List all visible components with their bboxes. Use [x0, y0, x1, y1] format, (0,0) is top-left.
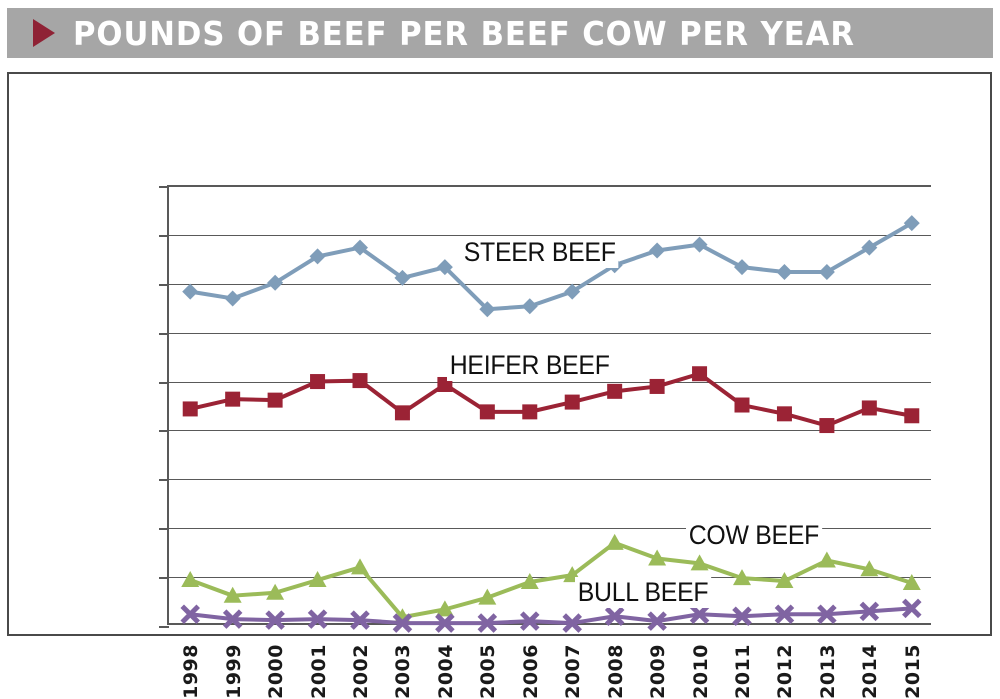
- triangle-right-icon: [33, 19, 55, 47]
- x-axis-label: 2003: [392, 644, 415, 699]
- y-axis-tick: [159, 626, 169, 628]
- y-axis-tick: [159, 479, 169, 482]
- x-axis-label: 2011: [732, 644, 754, 699]
- x-axis-label: 2010: [689, 644, 712, 699]
- x-axis-label: 2002: [350, 644, 372, 699]
- y-axis-tick: [159, 430, 169, 433]
- plot-area: 0.050.0100.0150.0200.0250.0300.0350.0400…: [159, 185, 931, 699]
- x-axis-label: 2005: [477, 644, 500, 699]
- x-axis-label: 2009: [647, 644, 670, 699]
- x-axis-label: 2007: [562, 644, 585, 699]
- page-title: POUNDS OF BEEF PER BEEF COW PER YEAR: [73, 13, 855, 53]
- chart-frame: 0.050.0100.0150.0200.0250.0300.0350.0400…: [7, 72, 992, 699]
- x-axis-label: 1999: [222, 644, 245, 699]
- gridline: [169, 283, 931, 285]
- series-label-bull-beef: BULL BEEF: [575, 577, 712, 608]
- y-axis-tick: [159, 577, 169, 580]
- x-axis-label: 2012: [774, 644, 797, 699]
- gridline: [169, 528, 931, 530]
- gridline: [169, 381, 931, 383]
- x-axis-label: 2014: [859, 644, 882, 699]
- x-axis-label: 2001: [307, 644, 330, 699]
- gridline: [169, 186, 931, 187]
- series-label-heifer-beef: HEIFER BEEF: [447, 350, 613, 381]
- series-bull-beef: [180, 598, 922, 633]
- gridline: [169, 234, 931, 236]
- x-axis-label: 1998: [180, 644, 203, 699]
- y-axis-tick: [159, 186, 169, 188]
- y-axis-tick: [159, 332, 169, 335]
- gridline: [169, 479, 931, 481]
- x-axis-label: 2006: [519, 644, 542, 699]
- gridline: [169, 332, 931, 334]
- x-axis-label: 2004: [434, 644, 457, 699]
- x-axis-label: 2008: [604, 644, 627, 699]
- y-axis-tick: [159, 234, 169, 237]
- x-axis-label: 2015: [901, 644, 924, 699]
- x-axis-label: 2013: [816, 644, 839, 699]
- series-label-steer-beef: STEER BEEF: [461, 237, 619, 268]
- x-axis-label: 2000: [265, 644, 288, 699]
- y-axis-tick: [159, 283, 169, 286]
- title-bar: POUNDS OF BEEF PER BEEF COW PER YEAR: [7, 8, 993, 58]
- gridline: [169, 430, 931, 432]
- gridline: [169, 577, 931, 579]
- y-axis-tick: [159, 528, 169, 531]
- series-label-cow-beef: COW BEEF: [686, 520, 822, 551]
- y-axis-tick: [159, 381, 169, 384]
